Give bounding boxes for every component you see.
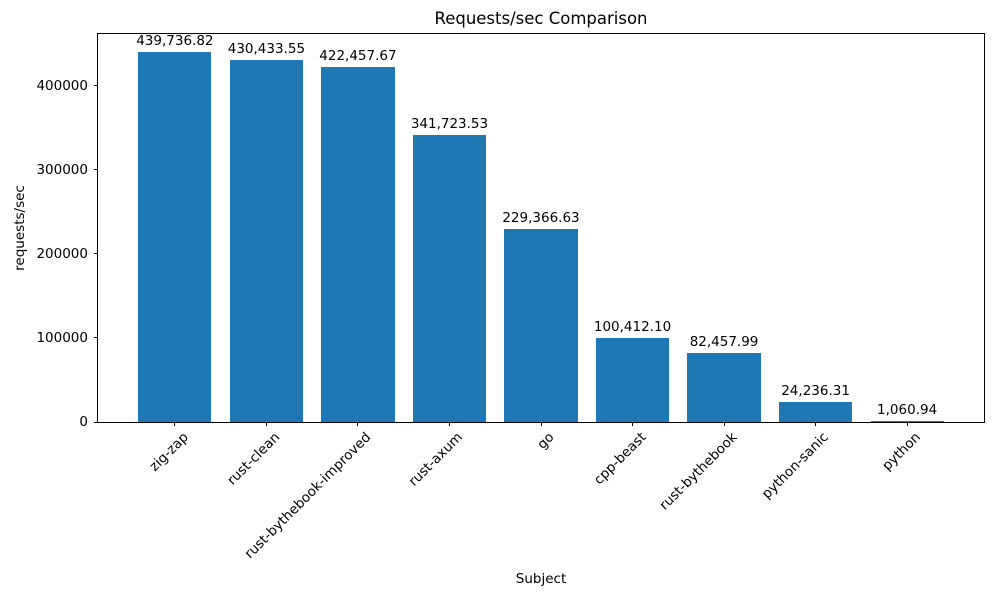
bar: [504, 229, 578, 422]
x-tick-mark: [906, 422, 908, 426]
bar: [321, 66, 395, 422]
x-tick-mark: [723, 422, 725, 426]
bar: [870, 421, 944, 423]
x-tick-mark: [357, 422, 359, 426]
bar: [778, 401, 853, 422]
y-tick-label: 300000: [36, 161, 88, 178]
x-tick-label: python: [879, 429, 924, 475]
y-tick-label: 200000: [36, 245, 88, 262]
x-tick-label: go: [534, 429, 558, 453]
x-tick-mark: [632, 422, 634, 426]
y-tick-mark: [93, 337, 98, 339]
bar-value-label: 82,457.99: [689, 333, 759, 350]
bar-value-label: 100,412.10: [593, 318, 672, 335]
x-tick-mark: [174, 422, 176, 426]
bar-value-label: 422,457.67: [319, 47, 397, 64]
x-tick-label: python-sanic: [759, 429, 833, 503]
y-tick-mark: [93, 85, 98, 87]
x-tick-mark: [448, 422, 450, 426]
x-tick-mark: [540, 422, 542, 426]
x-axis-label: Subject: [515, 571, 567, 587]
bar: [138, 52, 212, 422]
x-tick-mark: [265, 422, 267, 426]
bar-value-label: 341,723.53: [410, 115, 489, 132]
bar-value-label: 1,060.94: [877, 402, 938, 419]
y-tick-mark: [93, 169, 98, 171]
bar: [229, 60, 304, 422]
bar: [595, 337, 670, 422]
y-tick-label: 100000: [36, 329, 88, 346]
y-tick-label: 400000: [36, 77, 88, 94]
x-tick-label: rust-clean: [223, 429, 284, 489]
bar-value-label: 229,366.63: [502, 210, 580, 227]
bar-value-label: 439,736.82: [136, 33, 214, 50]
x-tick-mark: [815, 422, 817, 426]
y-tick-label: 0: [79, 414, 88, 430]
x-tick-label: zig-zap: [146, 429, 192, 475]
y-tick-mark: [93, 421, 98, 423]
bar: [687, 352, 761, 422]
x-tick-label: cpp-beast: [590, 429, 650, 488]
bar: [412, 134, 487, 422]
y-tick-mark: [93, 253, 98, 255]
bar-value-label: 24,236.31: [781, 382, 850, 399]
chart-title: Requests/sec Comparison: [434, 9, 648, 28]
x-tick-label: rust-axum: [405, 429, 467, 490]
bar-value-label: 430,433.55: [227, 41, 306, 58]
x-tick-label: rust-bythebook: [656, 429, 741, 514]
